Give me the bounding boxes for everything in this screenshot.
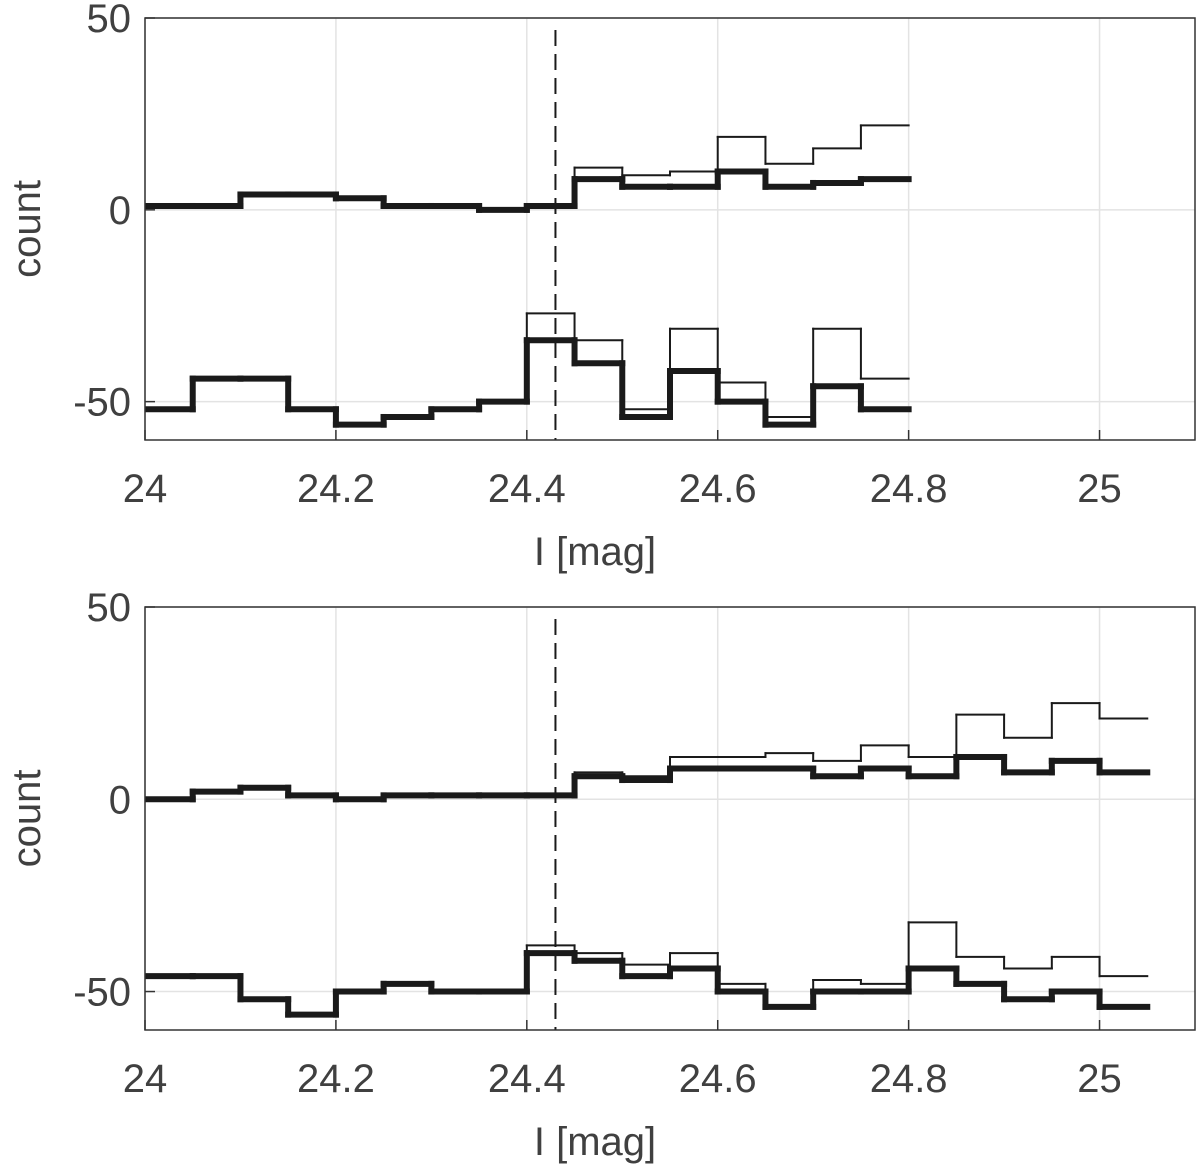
x-tick-label: 24.6 — [679, 467, 757, 511]
x-tick-label: 24 — [123, 467, 168, 511]
x-tick-label: 24.8 — [870, 1057, 948, 1101]
y-axis-label: count — [5, 180, 49, 278]
x-axis-label: I [mag] — [534, 1120, 656, 1164]
axes-box — [144, 17, 1196, 441]
x-tick-label: 24.8 — [870, 467, 948, 511]
y-tick-label: 0 — [109, 778, 131, 822]
x-tick-label: 24.6 — [679, 1057, 757, 1101]
x-tick-label: 24.4 — [488, 1057, 566, 1101]
x-tick-label: 25 — [1077, 467, 1122, 511]
axes-box — [144, 606, 1196, 1031]
y-tick-label: 50 — [87, 0, 132, 41]
y-axis-label: count — [5, 770, 49, 868]
x-tick-label: 24.2 — [297, 1057, 375, 1101]
y-tick-label: 0 — [109, 189, 131, 233]
x-tick-label: 25 — [1077, 1057, 1122, 1101]
y-tick-label: -50 — [73, 381, 131, 425]
x-tick-label: 24.4 — [488, 467, 566, 511]
x-tick-label: 24 — [123, 1057, 168, 1101]
x-tick-label: 24.2 — [297, 467, 375, 511]
x-axis-label: I [mag] — [534, 530, 656, 574]
y-tick-label: -50 — [73, 971, 131, 1015]
y-tick-label: 50 — [87, 586, 132, 630]
